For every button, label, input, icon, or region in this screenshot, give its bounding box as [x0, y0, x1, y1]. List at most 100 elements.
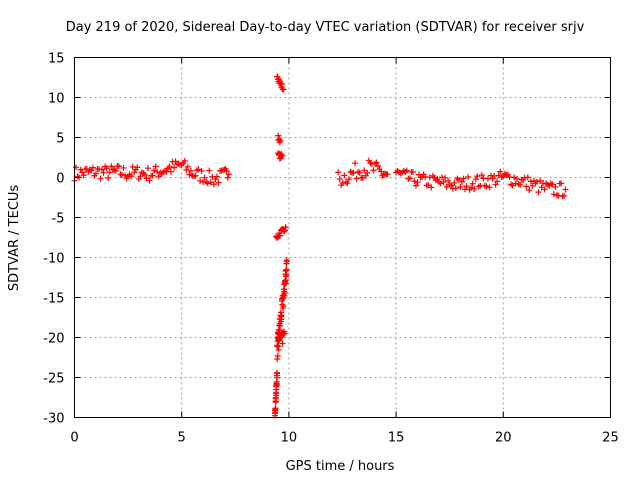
data-point: [278, 81, 285, 88]
data-point: [549, 181, 556, 188]
grid-lines: [74, 57, 611, 418]
plot-frame: [74, 57, 611, 418]
data-point: [283, 266, 290, 273]
data-point: [471, 185, 478, 192]
data-point: [526, 187, 533, 194]
data-point: [442, 174, 449, 181]
data-point: [561, 192, 568, 199]
data-point: [472, 176, 479, 183]
data-point: [181, 157, 188, 164]
data-point: [364, 170, 371, 177]
data-point: [280, 303, 287, 310]
data-point: [468, 184, 475, 191]
data-point: [409, 169, 416, 176]
data-point: [425, 182, 432, 189]
data-point: [414, 179, 421, 186]
data-point: [492, 181, 499, 188]
data-point: [145, 165, 152, 172]
data-points: [71, 73, 569, 419]
data-point: [80, 172, 87, 179]
data-point: [192, 172, 199, 179]
data-point: [523, 183, 530, 190]
data-point: [356, 169, 363, 176]
data-point: [406, 175, 413, 182]
data-point: [341, 172, 348, 179]
x-tick-label: 25: [602, 431, 619, 446]
data-point: [384, 171, 391, 178]
x-axis: 0 5 10 15 20 25: [70, 57, 619, 446]
x-tick-label: 10: [281, 431, 298, 446]
data-point: [486, 184, 493, 191]
data-point: [469, 180, 476, 187]
chart-title: Day 219 of 2020, Sidereal Day-to-day VTE…: [66, 20, 585, 35]
data-point: [166, 163, 173, 170]
data-point: [511, 174, 518, 181]
y-tick-label: -10: [43, 252, 64, 267]
data-point: [197, 177, 204, 184]
data-point: [344, 180, 351, 187]
data-point: [120, 164, 127, 171]
data-point: [281, 228, 288, 235]
y-tick-label: 0: [56, 172, 64, 187]
data-point: [494, 178, 501, 185]
data-point: [281, 330, 288, 337]
data-point: [335, 169, 342, 176]
data-point: [373, 159, 380, 166]
data-point: [558, 180, 565, 187]
data-point: [92, 170, 99, 177]
data-point: [154, 168, 161, 175]
data-point: [350, 170, 357, 177]
data-point: [533, 178, 540, 185]
data-point: [361, 167, 368, 174]
data-point: [213, 173, 220, 180]
data-point: [483, 183, 490, 190]
y-axis-label: SDTVAR / TECUs: [7, 185, 22, 292]
data-point: [437, 180, 444, 187]
data-point: [206, 167, 213, 174]
x-tick-label: 0: [70, 431, 78, 446]
data-point: [413, 182, 420, 189]
data-point: [411, 178, 418, 185]
data-point: [141, 171, 148, 178]
data-point: [279, 340, 286, 347]
data-point: [128, 173, 135, 180]
data-point: [535, 189, 542, 196]
data-point: [497, 168, 504, 175]
data-point: [183, 166, 190, 173]
x-axis-label: GPS time / hours: [286, 459, 395, 474]
data-point: [152, 163, 159, 170]
data-point: [207, 179, 214, 186]
data-point: [224, 174, 231, 181]
data-point: [274, 370, 281, 377]
data-point: [279, 152, 286, 159]
data-point: [562, 186, 569, 193]
data-point: [462, 186, 469, 193]
data-point: [225, 171, 232, 178]
data-point: [210, 181, 217, 188]
data-point: [495, 172, 502, 179]
data-point: [143, 175, 150, 182]
data-point: [428, 184, 435, 191]
data-point: [201, 174, 208, 181]
data-point: [167, 168, 174, 175]
data-point: [89, 164, 96, 171]
data-point: [186, 171, 193, 178]
data-point: [106, 169, 113, 176]
y-tick-label: 15: [48, 52, 65, 67]
data-point: [460, 175, 467, 182]
data-point: [451, 179, 458, 186]
data-point: [529, 182, 536, 189]
data-point: [151, 167, 158, 174]
data-point: [105, 175, 112, 182]
data-point: [455, 176, 462, 183]
data-point: [359, 174, 366, 181]
data-point: [403, 167, 410, 174]
data-point: [103, 165, 110, 172]
data-point: [524, 174, 531, 181]
data-point: [538, 184, 545, 191]
data-point: [370, 167, 377, 174]
data-point: [149, 172, 156, 179]
data-point: [336, 176, 343, 183]
data-point: [137, 173, 144, 180]
